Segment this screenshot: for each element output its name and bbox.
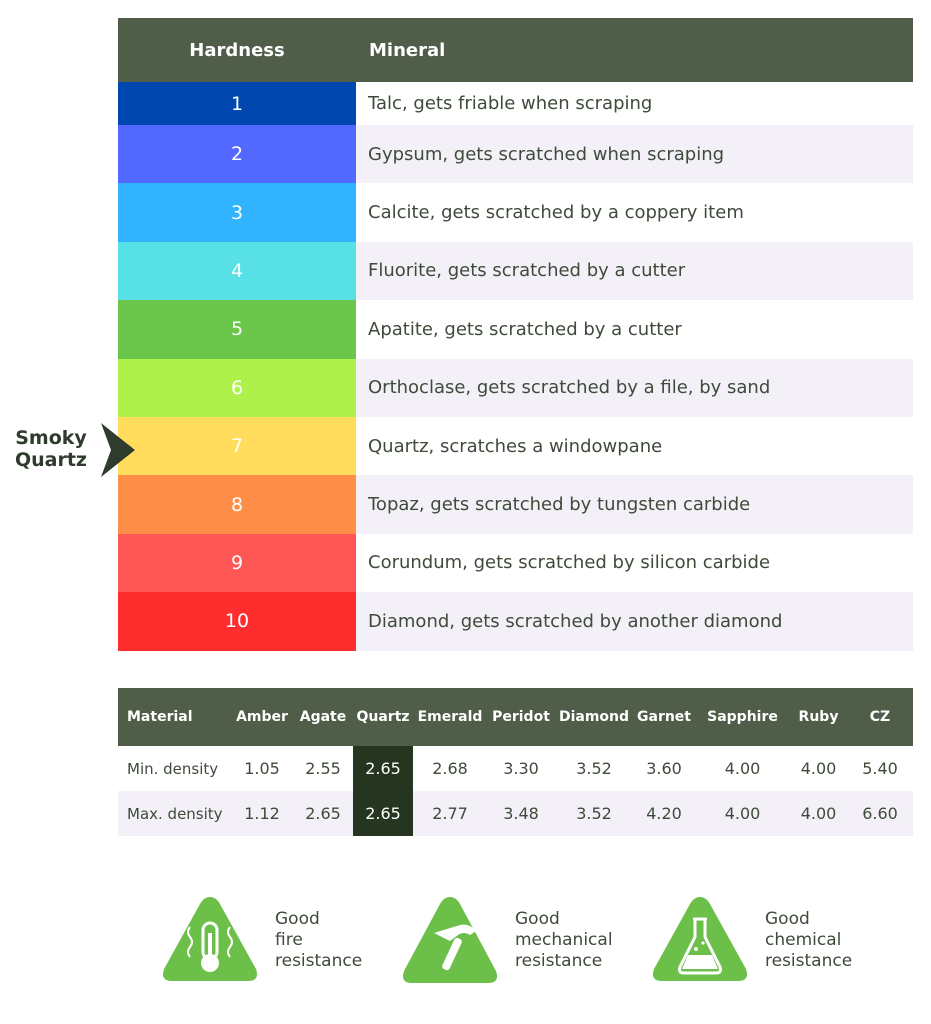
density-cell: 2.65 bbox=[353, 791, 413, 836]
density-column-header: Emerald bbox=[413, 688, 487, 746]
hardness-row: 9 Corundum, gets scratched by silicon car… bbox=[118, 533, 913, 593]
density-cell: 5.40 bbox=[862, 759, 898, 778]
density-row: Min. density 1.05 2.55 2.65 2.68 3.30 3.52 3.60… bbox=[118, 746, 913, 791]
density-cell: 3.60 bbox=[646, 759, 682, 778]
density-cell: 2.55 bbox=[305, 759, 341, 778]
mineral-description: Topaz, gets scratched by tungsten carbid… bbox=[356, 475, 913, 534]
density-cell: 1.05 bbox=[244, 759, 280, 778]
density-cell: 3.48 bbox=[487, 791, 555, 836]
density-column-header: Diamond bbox=[555, 688, 633, 746]
density-cell: 2.65 bbox=[293, 791, 353, 836]
smoky-quartz-label: Smoky Quartz bbox=[8, 427, 94, 471]
hardness-level: 5 bbox=[118, 300, 356, 359]
marker-label-line2: Quartz bbox=[14, 449, 87, 471]
mineral-description: Gypsum, gets scratched when scraping bbox=[356, 125, 913, 184]
hardness-table: Hardness Mineral 1 Talc, gets friable whe… bbox=[118, 18, 913, 651]
density-cell: 4.00 bbox=[724, 759, 761, 778]
density-row-label: Min. density bbox=[127, 759, 219, 778]
density-table: Material Amber Agate Quartz Emerald Peridot Di… bbox=[118, 688, 913, 836]
hardness-table-header: Hardness Mineral bbox=[118, 18, 913, 82]
density-cell: 1.12 bbox=[231, 791, 293, 836]
density-column-header: Quartz bbox=[353, 688, 413, 746]
density-cell: 6.60 bbox=[847, 791, 913, 836]
density-cell: 4.00 bbox=[800, 759, 837, 778]
hardness-row: 7 Quartz, scratches a windowpane bbox=[118, 416, 913, 476]
density-cell: 3.52 bbox=[576, 759, 612, 778]
mineral-description: Quartz, scratches a windowpane bbox=[368, 435, 663, 457]
feature-fire-text: Good fire resistance bbox=[275, 909, 363, 971]
mineral-description: Diamond, gets scratched by another diamo… bbox=[356, 592, 913, 651]
density-row: Max. density 1.12 2.65 2.65 2.77 3.48 3.52 4.20… bbox=[118, 791, 913, 836]
density-cell: 2.68 bbox=[432, 759, 468, 778]
hardness-level: 9 bbox=[118, 533, 356, 593]
hardness-row: 1 Talc, gets friable when scraping bbox=[118, 82, 913, 125]
hardness-level: 10 bbox=[118, 592, 356, 651]
density-cell: 2.77 bbox=[413, 791, 487, 836]
density-cell: 3.52 bbox=[555, 791, 633, 836]
hardness-level: 4 bbox=[118, 241, 356, 301]
density-column-header: Amber bbox=[231, 688, 293, 746]
hardness-level: 8 bbox=[118, 475, 356, 534]
mineral-description: Talc, gets friable when scraping bbox=[368, 93, 653, 114]
hardness-row: 8 Topaz, gets scratched by tungsten carbi… bbox=[118, 475, 913, 534]
mineral-description: Calcite, gets scratched by a coppery ite… bbox=[368, 202, 744, 224]
mineral-column-header: Mineral bbox=[369, 39, 446, 61]
hardness-row: 3 Calcite, gets scratched by a coppery it… bbox=[118, 183, 913, 242]
hardness-level: 1 bbox=[118, 82, 356, 125]
hardness-level: 2 bbox=[118, 125, 356, 184]
density-column-header: CZ bbox=[847, 688, 913, 746]
density-column-header: Peridot bbox=[487, 688, 555, 746]
mineral-description: Fluorite, gets scratched by a cutter bbox=[356, 241, 913, 301]
hardness-level: 7 bbox=[118, 416, 356, 476]
density-column-header: Material bbox=[118, 688, 231, 746]
mineral-description: Orthoclase, gets scratched by a file, by… bbox=[356, 358, 913, 417]
hardness-row: 10 Diamond, gets scratched by another dia… bbox=[118, 592, 913, 651]
density-cell: 4.00 bbox=[790, 791, 847, 836]
hardness-row: 2 Gypsum, gets scratched when scraping bbox=[118, 125, 913, 184]
marker-arrow bbox=[0, 415, 140, 485]
density-cell: 3.30 bbox=[503, 759, 539, 778]
feature-chemical-text: Good chemical resistance bbox=[765, 909, 853, 971]
density-table-header: Material Amber Agate Quartz Emerald Peridot Di… bbox=[118, 688, 913, 746]
mineral-description: Corundum, gets scratched by silicon carb… bbox=[368, 552, 771, 574]
density-cell: 2.65 bbox=[353, 746, 413, 791]
marker-label-line1: Smoky bbox=[15, 427, 87, 449]
thermometer-icon bbox=[163, 897, 257, 981]
arrow-right-icon bbox=[101, 423, 135, 477]
flask-icon bbox=[653, 897, 747, 981]
density-column-header: Ruby bbox=[790, 688, 847, 746]
hardness-row: 4 Fluorite, gets scratched by a cutter bbox=[118, 241, 913, 301]
hardness-level: 3 bbox=[118, 183, 356, 242]
density-column-header: Agate bbox=[293, 688, 353, 746]
hardness-column-header: Hardness bbox=[189, 39, 285, 61]
density-cell: 4.00 bbox=[695, 791, 790, 836]
hardness-row: 6 Orthoclase, gets scratched by a file, b… bbox=[118, 358, 913, 417]
density-row-label: Max. density bbox=[118, 791, 231, 836]
hammer-icon bbox=[403, 897, 497, 983]
mineral-description: Apatite, gets scratched by a cutter bbox=[368, 318, 682, 340]
density-cell: 4.20 bbox=[633, 791, 695, 836]
hardness-row: 5 Apatite, gets scratched by a cutter bbox=[118, 300, 913, 359]
feature-mechanical-text: Good mechanical resistance bbox=[515, 909, 613, 971]
hardness-level: 6 bbox=[118, 358, 356, 417]
density-column-header: Garnet bbox=[633, 688, 695, 746]
density-column-header: Sapphire bbox=[695, 688, 790, 746]
